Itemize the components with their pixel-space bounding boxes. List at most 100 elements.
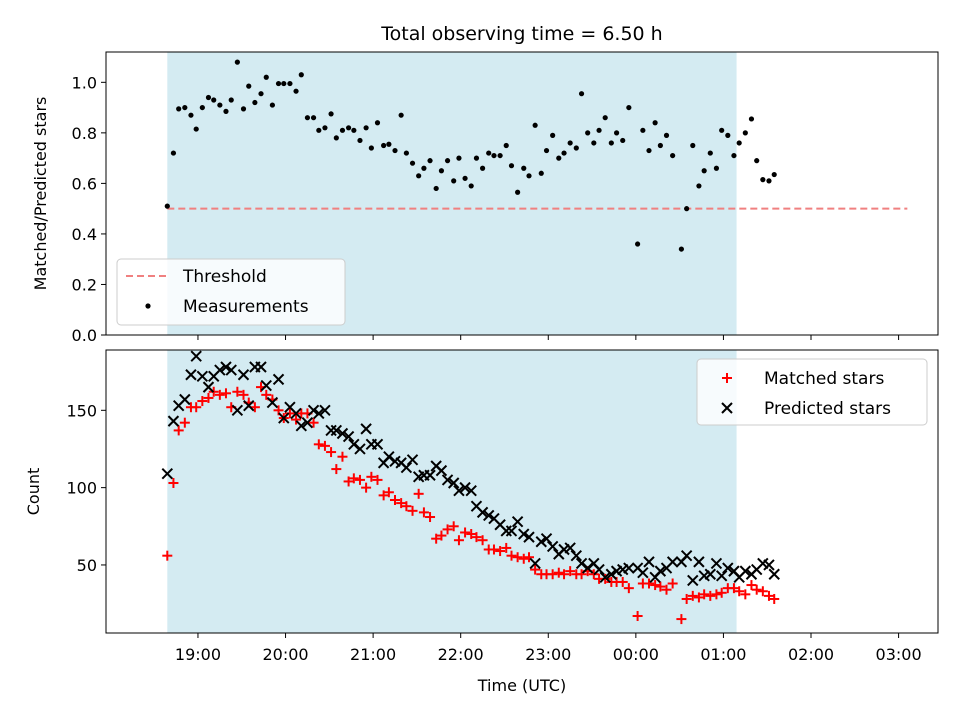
bottom-x-axis-ticks: 19:00 20:00 21:00 22:00 23:00 00:00 01:00 02:00… <box>175 633 922 664</box>
matched-star-point <box>734 586 745 597</box>
matched-star-point <box>501 542 512 553</box>
matched-star-point <box>418 507 429 518</box>
measurement-point <box>357 137 363 144</box>
measurement-point <box>381 142 387 149</box>
measurement-point <box>211 97 217 103</box>
measurement-point <box>713 165 720 171</box>
predicted-star-point <box>564 542 576 554</box>
top-panel: 0.0 0.2 0.4 0.6 0.8 1.0 Total observing time … <box>31 23 939 345</box>
bottom-legend-box <box>696 358 928 426</box>
top-legend-box <box>116 258 346 326</box>
predicted-star-point <box>336 427 349 440</box>
matched-star-point <box>220 388 231 399</box>
predicted-star-point <box>511 515 524 528</box>
measurement-point <box>635 241 641 247</box>
measurement-point <box>678 246 684 252</box>
predicted-star-point <box>523 531 535 543</box>
measurement-point <box>760 177 766 183</box>
matched-star-point <box>687 590 698 601</box>
measurement-point <box>287 80 293 87</box>
measurement-point <box>416 173 422 179</box>
matched-star-point <box>559 569 570 580</box>
matched-star-point <box>466 529 477 540</box>
measurement-point <box>444 158 451 164</box>
measurement-point <box>591 140 597 146</box>
predicted-star-point <box>301 416 314 429</box>
top-x-axis-ticks <box>197 335 900 340</box>
predicted-star-point <box>255 361 267 373</box>
measurement-point <box>409 160 416 166</box>
predicted-star-point <box>225 364 237 376</box>
matched-star-point <box>667 578 678 589</box>
matched-star-point <box>650 580 661 591</box>
predicted-star-point <box>570 549 583 562</box>
measurement-point <box>333 135 339 141</box>
measurement-point <box>164 203 170 209</box>
measurement-point <box>670 152 676 159</box>
measurement-point <box>193 126 199 132</box>
measurement-point <box>339 127 346 133</box>
measurement-point <box>684 206 690 212</box>
measurement-point <box>217 102 223 108</box>
predicted-star-point <box>637 566 649 579</box>
matched-star-point <box>366 471 377 482</box>
measurement-point <box>626 104 632 111</box>
measurement-point <box>392 147 398 154</box>
predicted-star-point <box>406 454 419 466</box>
predicted-star-point <box>581 562 594 574</box>
matched-star-point <box>261 389 272 400</box>
predicted-star-point <box>196 370 209 382</box>
matched-star-point <box>553 567 564 578</box>
measurement-point <box>620 137 626 144</box>
matched-star-point <box>632 610 643 621</box>
measurement-point <box>293 88 299 94</box>
measurement-point <box>561 150 567 156</box>
measurement-point <box>754 158 760 164</box>
predicted-star-point <box>546 540 559 553</box>
top-y-axis-ticks: 0.0 0.2 0.4 0.6 0.8 1.0 <box>72 73 106 345</box>
measurement-point <box>421 165 427 171</box>
measurement-point <box>386 141 392 147</box>
measurement-point <box>766 178 772 184</box>
legend-threshold-label: Threshold <box>182 267 267 287</box>
matched-star-point <box>769 593 780 604</box>
measurement-point <box>526 173 532 179</box>
predicted-star-point <box>354 443 366 455</box>
measurement-point <box>351 127 357 133</box>
matched-star-point <box>413 488 424 499</box>
predicted-star-point <box>739 565 752 577</box>
measurement-point <box>345 125 352 131</box>
measurement-point <box>363 125 369 131</box>
measurement-point <box>252 99 258 106</box>
predicted-star-point <box>476 506 489 519</box>
top-legend: Threshold Measurements <box>116 258 346 326</box>
matched-star-point <box>162 550 173 561</box>
measurement-point <box>696 183 702 189</box>
matched-star-point <box>643 578 654 589</box>
y-tick-label: 1.0 <box>72 73 97 92</box>
measurement-point <box>497 152 503 159</box>
predicted-star-point <box>518 528 530 540</box>
measurement-point <box>573 145 579 151</box>
predicted-star-point <box>505 525 518 537</box>
matched-star-point <box>699 589 710 600</box>
predicted-star-point <box>330 424 343 437</box>
measurement-point <box>310 115 317 121</box>
matched-star-point <box>693 592 704 603</box>
measurement-point <box>433 185 439 192</box>
x-tick-label: 21:00 <box>350 645 396 664</box>
measurement-point <box>176 106 182 112</box>
predicted-star-point <box>722 562 734 574</box>
matched-star-point <box>203 392 214 403</box>
predicted-star-point <box>453 485 465 497</box>
matched-star-point <box>173 425 184 436</box>
matched-star-point <box>716 587 727 598</box>
matched-star-point <box>453 535 464 546</box>
measurement-point <box>719 127 725 133</box>
predicted-star-point <box>348 438 360 451</box>
predicted-stars-points <box>161 350 780 587</box>
matched-star-point <box>319 440 330 451</box>
bottom-legend: Matched stars Predicted stars <box>696 358 928 426</box>
matched-star-point <box>383 487 394 498</box>
